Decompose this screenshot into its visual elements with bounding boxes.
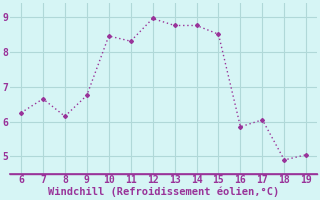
X-axis label: Windchill (Refroidissement éolien,°C): Windchill (Refroidissement éolien,°C) (48, 187, 279, 197)
